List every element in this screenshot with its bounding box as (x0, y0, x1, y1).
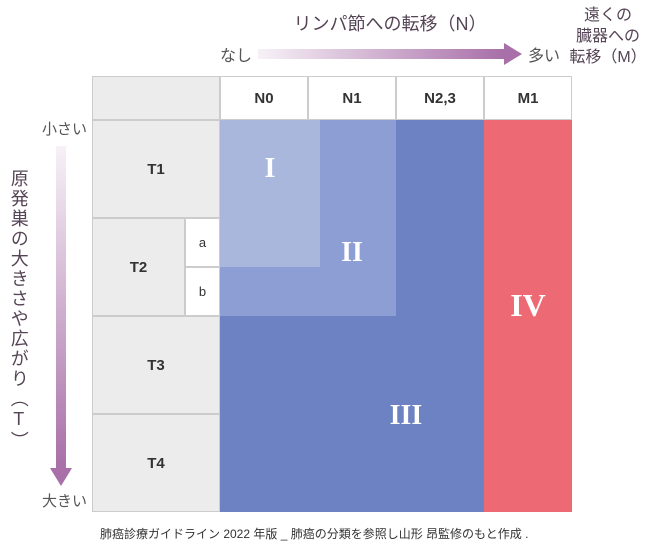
arrow-right-icon (258, 46, 522, 62)
row-header-t2: T2 (92, 218, 185, 316)
row-header-t1: T1 (92, 120, 220, 218)
footnote: 肺癌診療ガイドライン 2022 年版 _ 肺癌の分類を参照し山形 昂監修のもと作… (100, 525, 528, 542)
row-header-t3: T3 (92, 316, 220, 414)
t-axis-title: 原発巣の大きさや広がり（T） (8, 160, 29, 460)
m-axis-title: 遠くの臓器への転移（M） (564, 6, 652, 68)
corner-cell (92, 76, 220, 120)
m-axis-title-text: 遠くの臓器への転移（M） (569, 7, 646, 66)
n-axis-title: リンパ節への転移（N） (220, 10, 560, 36)
staging-grid: N0 N1 N2,3 M1 T1 T2 a b T3 T4 I II III I… (92, 76, 652, 516)
arrow-down-icon (50, 146, 72, 486)
n-axis-scale: なし 多い (220, 40, 560, 68)
stage-i-label: I (220, 120, 320, 218)
col-header-n1: N1 (308, 76, 396, 120)
col-header-n23: N2,3 (396, 76, 484, 120)
col-header-m1: M1 (484, 76, 572, 120)
t-scale-bottom-label: 大きい (42, 490, 87, 511)
row-header-t4: T4 (92, 414, 220, 512)
n-scale-left-label: なし (220, 42, 258, 66)
n-axis-title-text: リンパ節への転移（N） (294, 14, 487, 34)
n-scale-right-label: 多い (522, 42, 560, 66)
t2-sub-b: b (185, 267, 220, 316)
stage-iii-label: III (346, 376, 466, 456)
stage-ii-label: II (308, 218, 396, 288)
row-header-t2-label: T2 (130, 259, 148, 276)
t2-sub-a: a (185, 218, 220, 267)
stage-iv-label: IV (484, 256, 572, 354)
col-header-n0: N0 (220, 76, 308, 120)
t-scale-top-label: 小さい (42, 118, 87, 139)
tnm-staging-figure: リンパ節への転移（N） なし 多い 遠くの臓器への転移（M） 原発巣の大きさや広… (0, 0, 660, 555)
